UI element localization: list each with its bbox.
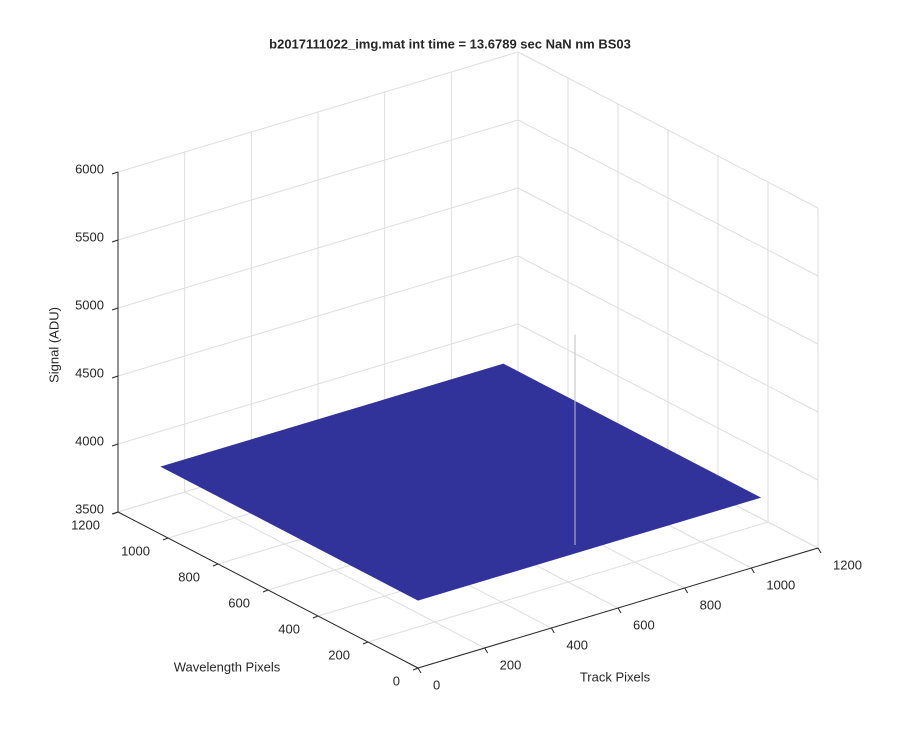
grid-line: [517, 51, 819, 209]
grid-line: [117, 255, 519, 377]
x-tick-mark: [750, 567, 755, 574]
z-axis-label: Signal (ADU): [46, 307, 61, 383]
x-tick-mark: [617, 607, 622, 614]
x-tick-mark: [684, 587, 689, 594]
x-tick-mark: [550, 627, 555, 634]
y-tick-mark: [212, 563, 219, 567]
z-tick-label: 4500: [75, 365, 104, 380]
x-tick-label: 200: [500, 657, 522, 672]
z-tick-mark: [111, 511, 119, 515]
z-tick-mark: [111, 375, 119, 379]
y-tick-label: 800: [178, 569, 200, 584]
y-tick-label: 1000: [121, 543, 150, 558]
grid-line: [117, 51, 519, 173]
grid-line: [367, 521, 769, 643]
grid-line: [517, 187, 819, 345]
x-tick-label: 400: [566, 637, 588, 652]
y-tick-label: 0: [393, 673, 400, 688]
y-axis-label: Wavelength Pixels: [174, 659, 281, 674]
z-tick-mark: [111, 443, 119, 447]
y-tick-label: 200: [328, 647, 350, 662]
z-tick-label: 3500: [75, 501, 104, 516]
x-tick-label: 1000: [766, 577, 795, 592]
z-tick-label: 5000: [75, 297, 104, 312]
y-tick-label: 1200: [71, 517, 100, 532]
grid-line: [517, 323, 819, 481]
z-tick-mark: [111, 239, 119, 243]
z-tick-label: 5500: [75, 229, 104, 244]
z-tick-mark: [111, 307, 119, 311]
z-tick-mark: [111, 171, 119, 175]
z-tick-label: 4000: [75, 433, 104, 448]
y-tick-mark: [412, 667, 419, 671]
x-tick-mark: [417, 667, 422, 674]
y-tick-label: 600: [228, 595, 250, 610]
surface-cell: [160, 363, 762, 601]
y-tick-label: 400: [278, 621, 300, 636]
y-tick-mark: [362, 641, 369, 645]
grid-line: [517, 255, 819, 413]
grid-line: [117, 187, 519, 309]
grid-line: [517, 119, 819, 277]
y-tick-mark: [262, 589, 269, 593]
chart-title: b2017111022_img.mat int time = 13.6789 s…: [269, 36, 631, 51]
x-tick-label: 0: [433, 677, 440, 692]
x-tick-mark: [817, 547, 822, 554]
x-axis-label: Track Pixels: [580, 669, 651, 684]
grid-line: [117, 119, 519, 241]
x-tick-label: 600: [633, 617, 655, 632]
x-tick-mark: [484, 647, 489, 654]
x-tick-label: 1200: [833, 557, 862, 572]
y-tick-mark: [162, 537, 169, 541]
z-tick-label: 6000: [75, 161, 104, 176]
y-tick-mark: [312, 615, 319, 619]
grid-line: [117, 323, 519, 445]
x-tick-label: 800: [700, 597, 722, 612]
